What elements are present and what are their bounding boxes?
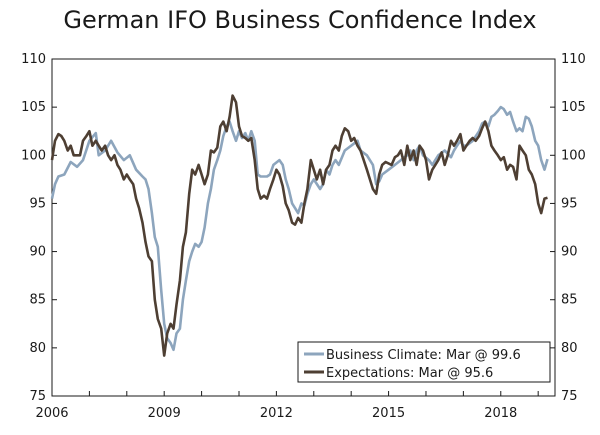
x-tick-label: 2015: [372, 406, 405, 421]
y-tick-label-right: 110: [561, 52, 586, 67]
legend-label: Expectations: Mar @ 95.6: [326, 366, 493, 381]
y-tick-label-left: 80: [29, 341, 46, 356]
x-tick-label: 2006: [35, 406, 68, 421]
x-tick-label: 2009: [148, 406, 181, 421]
legend-label: Business Climate: Mar @ 99.6: [326, 348, 521, 363]
legend: Business Climate: Mar @ 99.6 Expectations…: [297, 341, 551, 383]
y-tick-label-right: 95: [561, 196, 578, 211]
y-tick-label-right: 105: [561, 100, 586, 115]
y-axis-right: 75 80 85 90 95 100 105 110: [561, 52, 586, 404]
y-tick-label-right: 75: [561, 389, 578, 404]
series-layer: [50, 94, 549, 357]
y-axis-left: 75 80 85 90 95 100 105 110: [21, 52, 46, 404]
tick-marks: [51, 58, 555, 397]
y-tick-label-left: 100: [21, 148, 46, 163]
y-tick-label-left: 75: [29, 389, 46, 404]
y-tick-label-right: 100: [561, 148, 586, 163]
x-axis: 2006 2009 2012 2015 2018: [35, 406, 517, 421]
y-tick-label-right: 85: [561, 293, 578, 308]
series-line-expectations: [50, 94, 548, 357]
plot-frame: [51, 58, 556, 397]
y-tick-label-left: 95: [29, 196, 46, 211]
chart-title: German IFO Business Confidence Index: [63, 6, 537, 34]
series-line-business-climate: [50, 105, 549, 352]
y-tick-label-right: 90: [561, 245, 578, 260]
y-tick-label-left: 85: [29, 293, 46, 308]
y-tick-label-left: 105: [21, 100, 46, 115]
y-tick-label-left: 90: [29, 245, 46, 260]
legend-box: [297, 341, 551, 383]
x-tick-label: 2012: [260, 406, 293, 421]
y-tick-label-left: 110: [21, 52, 46, 67]
y-tick-label-right: 80: [561, 341, 578, 356]
x-tick-label: 2018: [484, 406, 517, 421]
